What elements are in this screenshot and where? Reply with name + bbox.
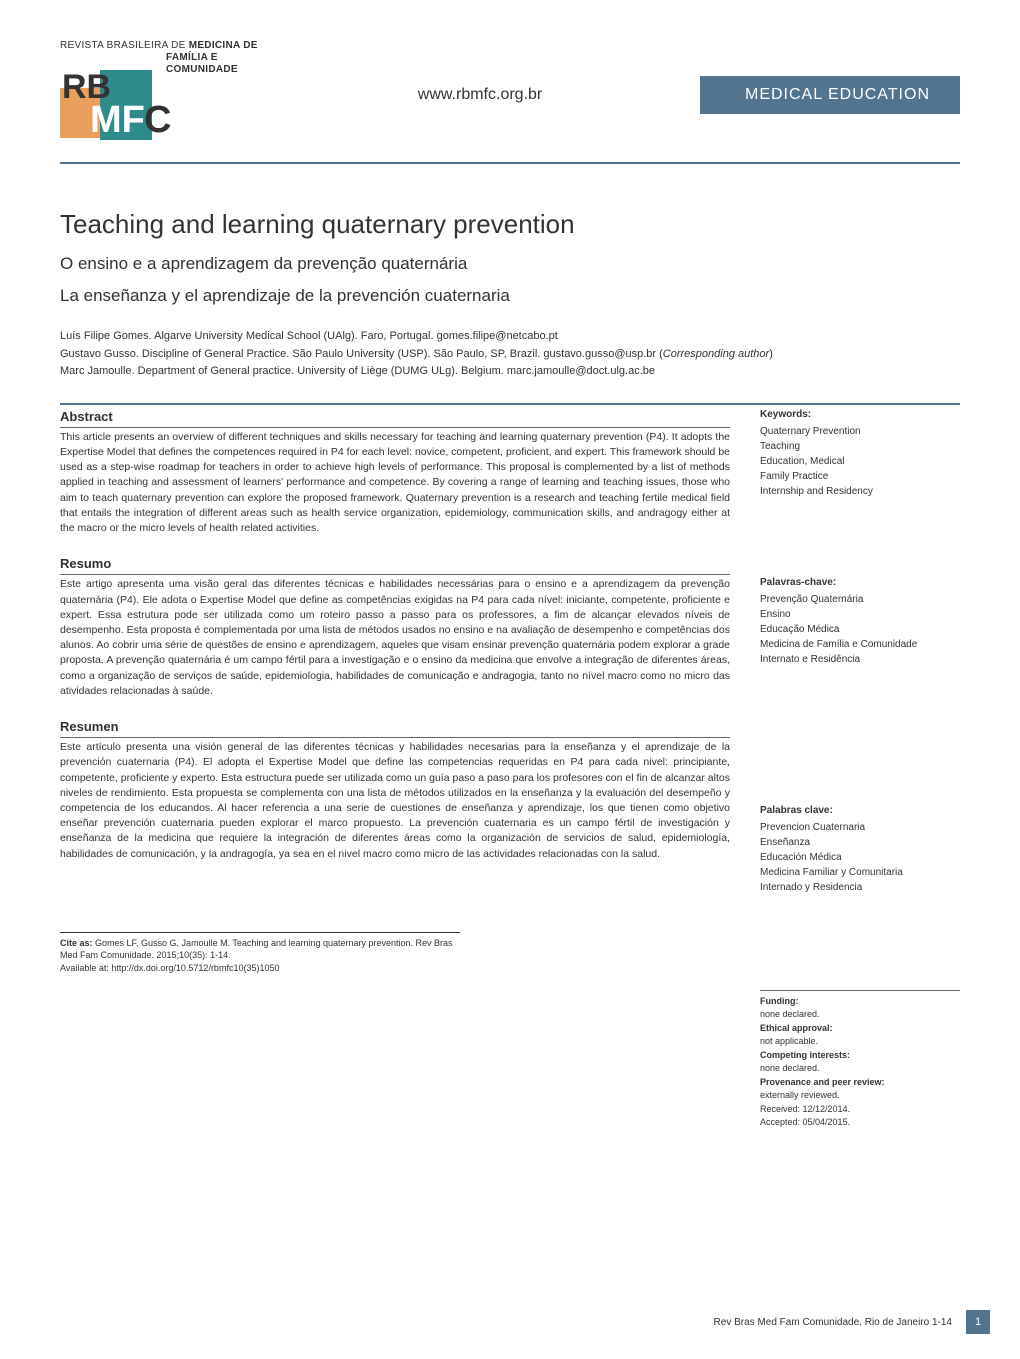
keywords-en-heading: Keywords: [760, 409, 960, 420]
author-line: Gustavo Gusso. Discipline of General Pra… [60, 346, 960, 364]
keywords-en-list: Quaternary PreventionTeachingEducation, … [760, 424, 960, 499]
abstracts-column: Abstract This article presents an overvi… [60, 409, 730, 1130]
content-columns: Abstract This article presents an overvi… [60, 409, 960, 1130]
resumen-heading: Resumen [60, 719, 730, 738]
author-list: Luís Filipe Gomes. Algarve University Me… [60, 328, 960, 381]
article-title-en: Teaching and learning quaternary prevent… [60, 209, 960, 240]
article-title-pt: O ensino e a aprendizagem da prevenção q… [60, 254, 960, 274]
abstract-top-rule [60, 403, 960, 405]
keywords-pt-list: Prevenção QuaternáriaEnsinoEducação Médi… [760, 592, 960, 667]
logo-graphic: RB MF C [60, 60, 180, 150]
footer-citation: Rev Bras Med Fam Comunidade. Rio de Jane… [714, 1317, 952, 1328]
resumo-body: Este artigo apresenta uma visão geral da… [60, 577, 730, 699]
keywords-es-list: Prevencion CuaternariaEnseñanzaEducación… [760, 820, 960, 895]
abstract-heading: Abstract [60, 409, 730, 428]
sidebar-column: Keywords: Quaternary PreventionTeachingE… [760, 409, 960, 1130]
page-header: REVISTA BRASILEIRA DE MEDICINA DE FAMÍLI… [60, 40, 960, 150]
page-number: 1 [966, 1310, 990, 1334]
svg-text:MF: MF [90, 99, 145, 141]
keywords-pt-heading: Palavras-chave: [760, 577, 960, 588]
author-line: Marc Jamoulle. Department of General pra… [60, 363, 960, 381]
citation-block: Cite as: Gomes LF, Gusso G, Jamoulle M. … [60, 932, 460, 975]
svg-text:C: C [144, 99, 171, 141]
article-title-es: La enseñanza y el aprendizaje de la prev… [60, 286, 960, 306]
journal-logo: REVISTA BRASILEIRA DE MEDICINA DE FAMÍLI… [60, 40, 260, 150]
section-banner: MEDICAL EDUCATION [700, 76, 960, 114]
abstract-body: This article presents an overview of dif… [60, 430, 730, 537]
author-line: Luís Filipe Gomes. Algarve University Me… [60, 328, 960, 346]
journal-url: www.rbmfc.org.br [260, 86, 700, 104]
header-rule [60, 162, 960, 164]
article-meta: Funding:none declared. Ethical approval:… [760, 990, 960, 1130]
page-footer: Rev Bras Med Fam Comunidade. Rio de Jane… [714, 1310, 990, 1334]
resumo-heading: Resumo [60, 556, 730, 575]
keywords-es-heading: Palabras clave: [760, 805, 960, 816]
resumen-body: Este artículo presenta una visión genera… [60, 740, 730, 862]
